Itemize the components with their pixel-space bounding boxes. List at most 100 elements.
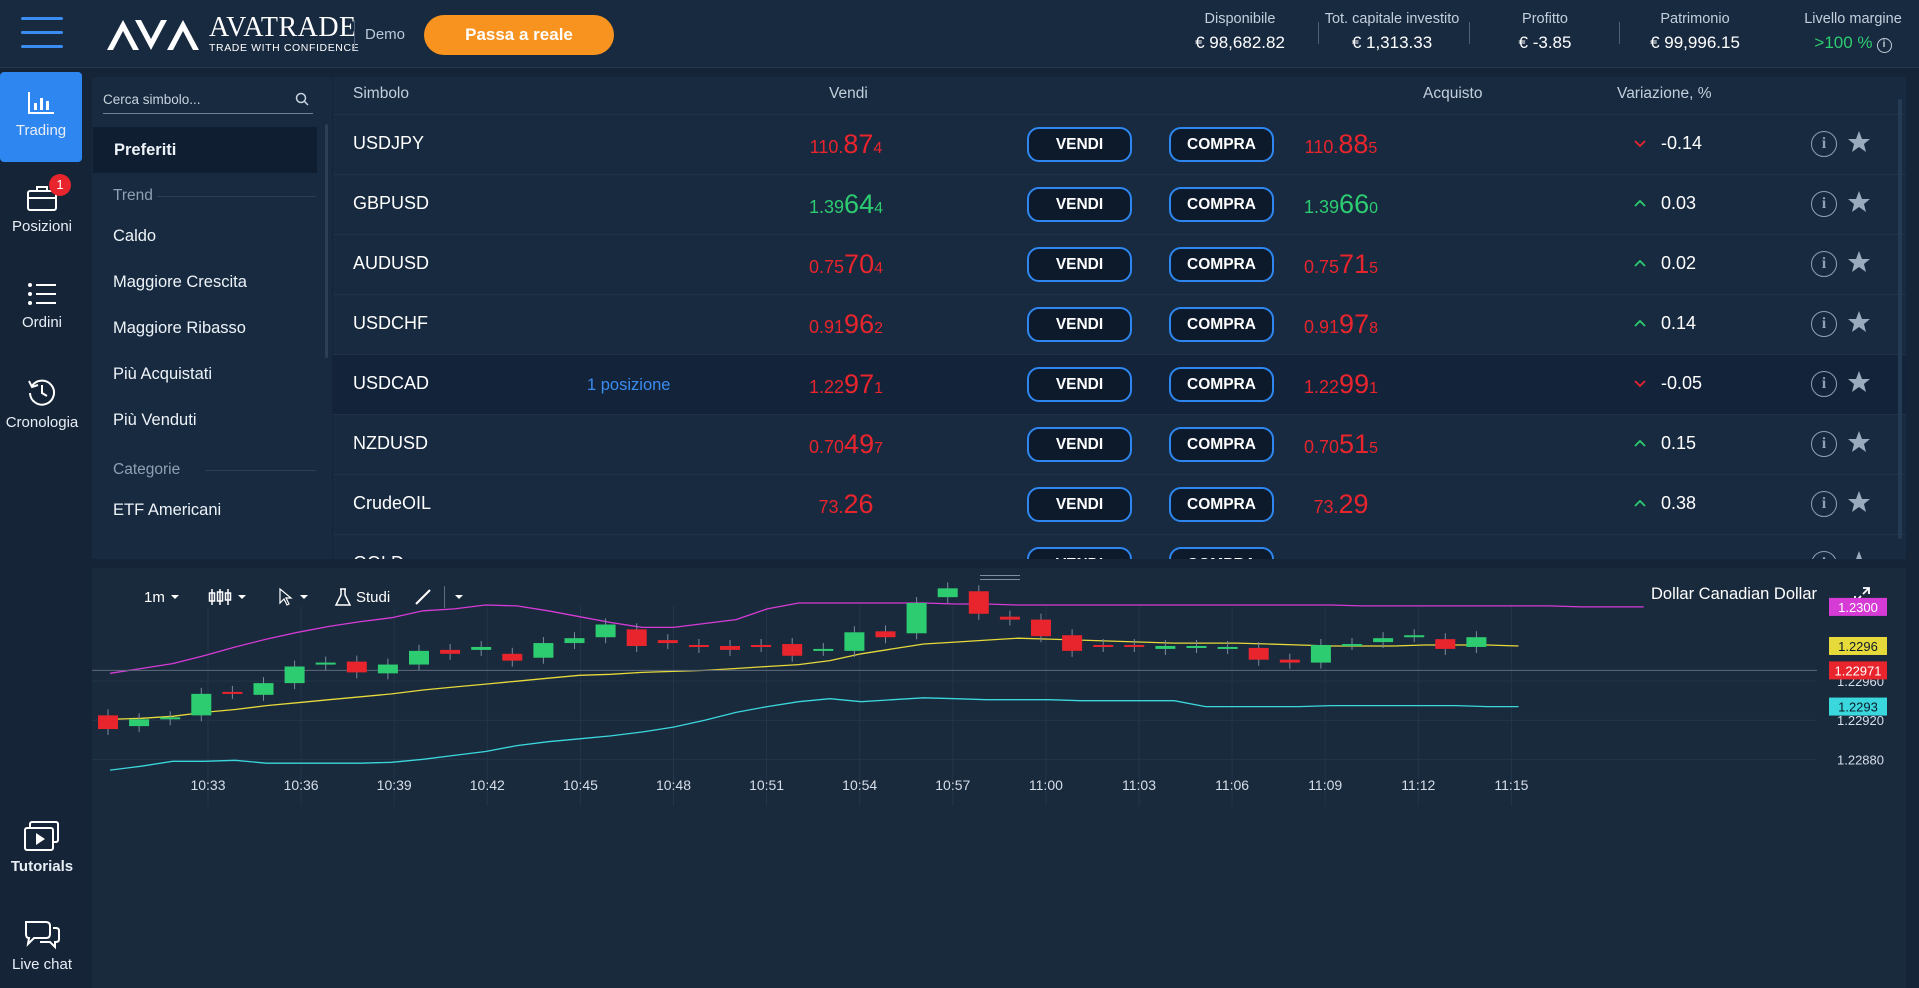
chevron-down-icon <box>300 595 308 599</box>
change-value: 0.03 <box>1661 193 1697 213</box>
nav-item-history[interactable]: Cronologia <box>0 368 84 458</box>
star-icon[interactable] <box>1846 369 1872 395</box>
buy-button[interactable]: COMPRA <box>1169 547 1274 559</box>
category-item[interactable]: Più Acquistati <box>113 365 213 383</box>
buy-button[interactable]: COMPRA <box>1169 367 1274 402</box>
info-icon[interactable]: i <box>1811 371 1837 397</box>
nav-item-positions[interactable]: Posizioni <box>0 172 84 262</box>
info-icon[interactable]: i <box>1811 131 1837 157</box>
instrument-row[interactable]: CrudeOIL 73.26 VENDI COMPRA 73.29 0.38 i <box>333 474 1906 534</box>
column-header-change[interactable]: Variazione, % <box>1617 85 1712 102</box>
star-icon[interactable] <box>1846 129 1872 155</box>
info-icon[interactable]: i <box>1876 38 1892 53</box>
star-icon[interactable] <box>1846 429 1872 455</box>
instrument-row[interactable]: USDJPY 110.874 VENDI COMPRA 110.885 -0.14 i <box>333 114 1906 174</box>
instrument-row[interactable]: AUDUSD 0.75704 VENDI COMPRA 0.75715 0.02 i <box>333 234 1906 294</box>
buy-button[interactable]: COMPRA <box>1169 427 1274 462</box>
x-tick-label: 11:12 <box>1401 777 1435 793</box>
sell-button[interactable]: VENDI <box>1027 367 1132 402</box>
scrollbar[interactable] <box>1898 99 1902 539</box>
buy-button[interactable]: COMPRA <box>1169 487 1274 522</box>
open-positions-link[interactable]: 1 posizione <box>587 376 671 394</box>
nav-item-live-chat[interactable]: Live chat <box>0 912 84 988</box>
instrument-row[interactable]: USDCAD 1 posizione 1.22971 VENDI COMPRA 1.229… <box>333 354 1906 414</box>
scrollbar[interactable] <box>325 124 328 358</box>
drawing-tool-button[interactable] <box>414 586 432 608</box>
symbol-name: CrudeOIL <box>353 493 432 513</box>
sell-button[interactable]: VENDI <box>1027 187 1132 222</box>
instrument-row[interactable]: USDCHF 0.91962 VENDI COMPRA 0.91978 0.14 i <box>333 294 1906 354</box>
candle <box>1342 644 1362 647</box>
switch-to-real-button[interactable]: Passa a reale <box>424 15 614 55</box>
star-icon[interactable] <box>1846 309 1872 335</box>
category-item[interactable]: Più Venduti <box>113 411 197 429</box>
x-tick-label: 10:57 <box>935 777 970 793</box>
nav-item-tutorials[interactable]: Tutorials <box>0 814 84 904</box>
buy-price: 0.75715 <box>1304 249 1378 279</box>
x-tick-label: 10:51 <box>749 777 784 793</box>
indicator-price-tag: 1.2300 <box>1838 600 1878 615</box>
chart-panel: 1m Studi Dollar Canadian Dollar 10:33 10:… <box>92 568 1906 988</box>
info-icon[interactable]: i <box>1811 491 1837 517</box>
sell-button[interactable]: VENDI <box>1027 547 1132 559</box>
studies-button[interactable]: Studi <box>334 586 390 608</box>
info-icon[interactable]: i <box>1811 191 1837 217</box>
arrow-up-icon <box>1634 319 1646 327</box>
cursor-select[interactable] <box>278 586 310 608</box>
search-input[interactable] <box>103 88 283 110</box>
search-icon[interactable] <box>295 92 309 106</box>
resize-handle[interactable] <box>980 575 1020 580</box>
category-item[interactable]: Caldo <box>113 227 157 245</box>
candle <box>1217 646 1238 649</box>
buy-button[interactable]: COMPRA <box>1169 247 1274 282</box>
drawing-tool-menu[interactable] <box>444 586 465 608</box>
nav-item-orders[interactable]: Ordini <box>0 270 84 360</box>
category-item[interactable]: Maggiore Ribasso <box>113 319 246 337</box>
candle <box>346 661 367 673</box>
expand-icon[interactable] <box>1852 585 1872 605</box>
column-header-symbol[interactable]: Simbolo <box>353 85 409 102</box>
star-icon[interactable] <box>1846 189 1872 215</box>
timeframe-select[interactable]: 1m <box>144 586 181 608</box>
nav-item-trading[interactable]: Trading <box>0 72 82 162</box>
change-value: 0.14 <box>1661 313 1697 333</box>
category-item[interactable]: ETF Americani <box>113 501 222 519</box>
sell-button[interactable]: VENDI <box>1027 427 1132 462</box>
candle <box>1435 639 1456 649</box>
info-icon[interactable]: i <box>1811 251 1837 277</box>
column-header-sell[interactable]: Vendi <box>829 85 868 102</box>
candlestick-chart[interactable]: 10:33 10:36 10:39 10:42 10:45 10:48 10:51 10:54… <box>92 568 1906 988</box>
buy-button[interactable]: COMPRA <box>1169 307 1274 342</box>
nav-label: Live chat <box>11 956 73 973</box>
chart-type-select[interactable] <box>208 586 248 608</box>
sell-button[interactable]: VENDI <box>1027 487 1132 522</box>
candle <box>1093 645 1114 648</box>
column-header-buy[interactable]: Acquisto <box>1423 85 1483 102</box>
symbol-name: NZDUSD <box>353 433 428 453</box>
indicator-price-tag-bg <box>1829 597 1887 616</box>
candle <box>844 632 865 651</box>
category-favorites[interactable]: Preferiti <box>93 127 317 173</box>
positions-count-badge: 1 <box>49 174 71 196</box>
info-icon[interactable]: i <box>1811 311 1837 337</box>
sell-button[interactable]: VENDI <box>1027 127 1132 162</box>
candle <box>1062 635 1083 651</box>
instrument-row[interactable]: GBPUSD 1.39644 VENDI COMPRA 1.39660 0.03 i <box>333 174 1906 234</box>
star-icon[interactable] <box>1846 489 1872 515</box>
instrument-row[interactable]: GOLD VENDI COMPRA i <box>333 534 1906 559</box>
buy-button[interactable]: COMPRA <box>1169 187 1274 222</box>
category-item[interactable]: Maggiore Crescita <box>113 273 247 291</box>
menu-icon[interactable] <box>21 17 63 49</box>
buy-button[interactable]: COMPRA <box>1169 127 1274 162</box>
info-icon[interactable]: i <box>1811 551 1837 559</box>
info-icon[interactable]: i <box>1811 431 1837 457</box>
star-icon[interactable] <box>1846 249 1872 275</box>
sell-button[interactable]: VENDI <box>1027 247 1132 282</box>
instrument-row[interactable]: NZDUSD 0.70497 VENDI COMPRA 0.70515 0.15 i <box>333 414 1906 474</box>
candle <box>1279 659 1300 663</box>
candle <box>502 653 523 661</box>
star-icon[interactable] <box>1846 549 1872 559</box>
candle <box>782 644 803 656</box>
trend-header: Trend <box>113 187 153 204</box>
sell-button[interactable]: VENDI <box>1027 307 1132 342</box>
